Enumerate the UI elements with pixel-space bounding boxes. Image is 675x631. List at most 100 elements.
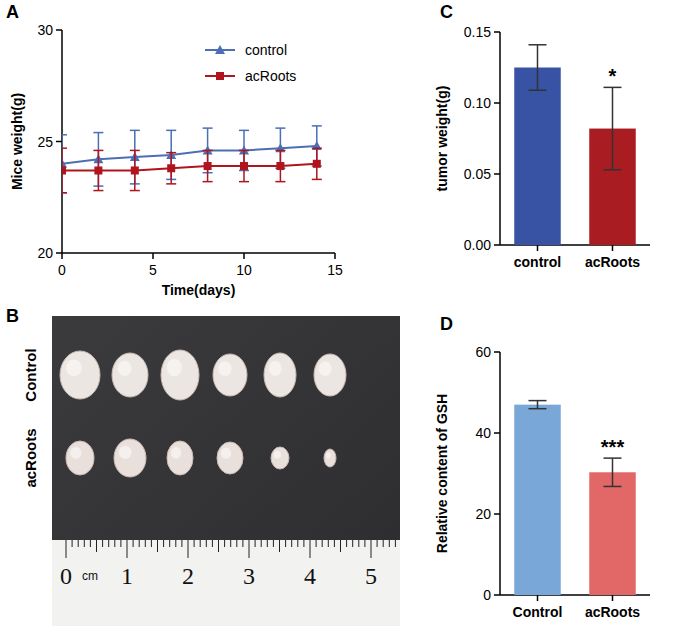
marker [313, 160, 321, 168]
tumor [324, 449, 336, 467]
ruler-tick [303, 540, 304, 547]
y-tick [56, 252, 62, 254]
error-cap [93, 190, 103, 192]
marker [275, 143, 285, 152]
ruler-label: 4 [304, 563, 316, 589]
x-axis-line [62, 252, 335, 254]
ruler-tick [322, 540, 323, 547]
panel-letter: C [440, 2, 453, 22]
error-cap [529, 89, 547, 91]
error-bar [93, 150, 103, 190]
ruler-tick [169, 540, 170, 547]
plot-area [514, 401, 636, 595]
error-cap [312, 125, 322, 127]
ruler-label: 0 [60, 563, 72, 589]
y-tick [494, 351, 500, 353]
tumor [213, 354, 247, 396]
y-tick-label: 30 [37, 22, 53, 38]
y-tick [494, 594, 500, 596]
x-tick-label: control [514, 254, 561, 270]
legend-label: acRoots [245, 68, 296, 84]
error-cap [275, 150, 285, 152]
significance: *** [601, 436, 625, 458]
tumor [217, 442, 243, 474]
error-bar [604, 458, 622, 486]
x-tick [612, 245, 614, 251]
error-cap [312, 179, 322, 181]
ruler-tick [328, 540, 329, 547]
tumor-highlight [218, 361, 232, 376]
error-cap [130, 190, 140, 192]
ruler-tick [151, 540, 152, 547]
panel-letter: A [6, 2, 19, 22]
error-stem [537, 45, 539, 90]
tumor [60, 351, 100, 399]
ruler-tick [96, 540, 97, 552]
error-cap [529, 408, 547, 410]
y-tick-label: 0.05 [464, 166, 491, 182]
error-cap [130, 150, 140, 152]
tumor-highlight [319, 361, 332, 376]
ruler-tick [194, 540, 195, 547]
error-stem [612, 87, 614, 169]
ruler-tick [66, 540, 67, 558]
y-tick-label: 0.00 [464, 237, 491, 253]
y-tick [494, 432, 500, 434]
ruler-label: 3 [243, 563, 255, 589]
ruler-tick [157, 540, 158, 552]
y-tick-label: 60 [475, 344, 491, 360]
error-bar [62, 148, 67, 193]
y-axis-line [499, 32, 501, 245]
x-tick [537, 245, 539, 251]
photo-background [52, 316, 400, 626]
ruler-tick [90, 540, 91, 547]
error-cap [239, 181, 249, 183]
ruler-tick [145, 540, 146, 547]
ruler-tick [249, 540, 250, 558]
y-tick [494, 244, 500, 246]
error-cap [604, 169, 622, 171]
error-bar [62, 135, 67, 193]
ruler-tick [364, 540, 365, 547]
legend-label: control [245, 42, 287, 58]
panel-letter: D [440, 314, 453, 334]
ruler-tick [352, 540, 353, 547]
x-tick [61, 253, 63, 259]
tumor [66, 441, 94, 475]
ruler-tick [389, 540, 390, 547]
tumor-highlight [117, 361, 131, 376]
tumor-highlight [167, 359, 182, 377]
error-bar [312, 148, 322, 179]
tumor-highlight [221, 448, 231, 459]
ruler-tick [371, 540, 372, 558]
error-cap [62, 134, 67, 136]
error-cap [203, 127, 213, 129]
error-stem [612, 458, 614, 486]
marker [276, 162, 284, 170]
ruler-tick [188, 540, 189, 558]
error-bar [529, 45, 547, 90]
tumor [271, 447, 289, 469]
ruler-tick [206, 540, 207, 547]
ruler-tick [84, 540, 85, 547]
legend-entry: acRoots [205, 68, 296, 84]
tumor-highlight [269, 361, 282, 376]
y-axis-title: Relative content of GSH [434, 394, 450, 553]
y-tick [56, 141, 62, 143]
error-cap [529, 44, 547, 46]
error-bar [203, 150, 213, 181]
plot-area [62, 126, 322, 193]
ruler [52, 540, 400, 626]
error-bar [529, 401, 547, 409]
error-cap [62, 192, 67, 194]
y-tick-label: 0.15 [464, 24, 491, 40]
error-cap [62, 192, 67, 194]
y-tick-label: 40 [475, 425, 491, 441]
error-stem [62, 135, 63, 193]
tumor-highlight [70, 447, 81, 459]
y-tick [494, 31, 500, 33]
x-tick [334, 253, 336, 259]
ruler-tick [230, 540, 231, 547]
ruler-tick [383, 540, 384, 547]
tumor-highlight [119, 446, 132, 459]
